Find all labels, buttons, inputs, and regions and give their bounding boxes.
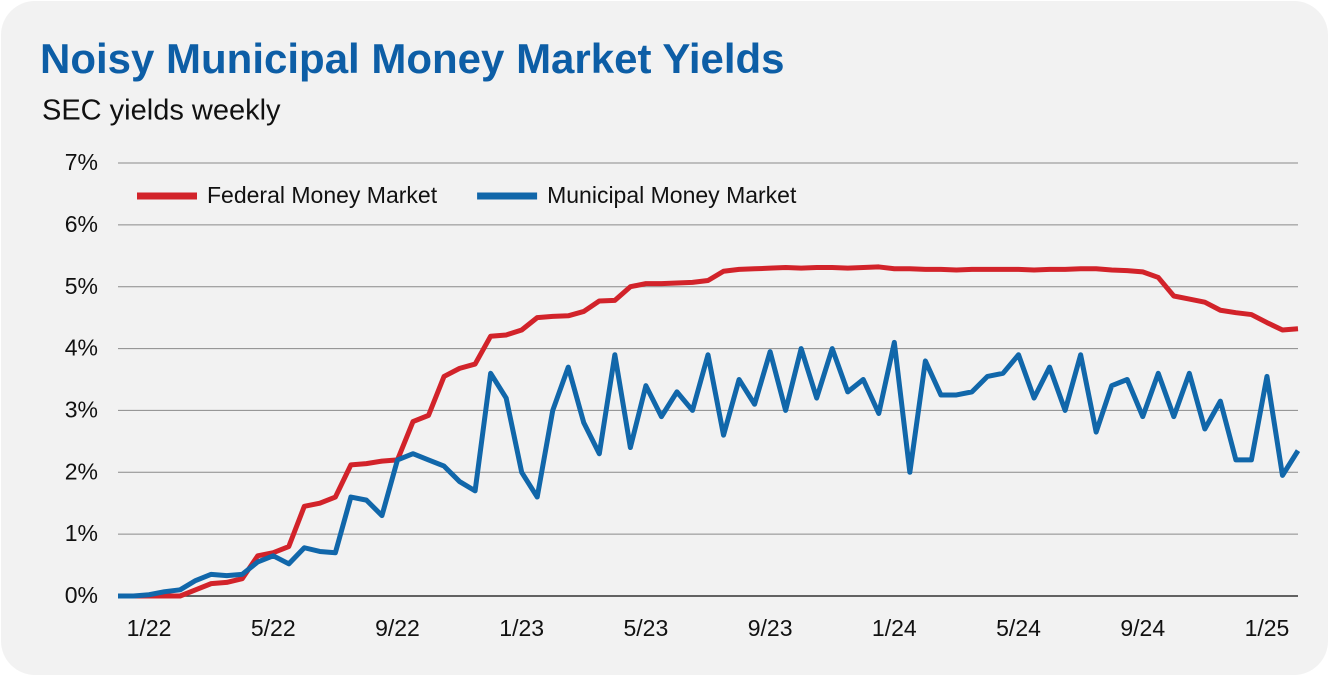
y-tick-label: 3% — [65, 397, 98, 423]
x-tick-label: 1/25 — [1245, 615, 1290, 641]
y-tick-label: 0% — [65, 582, 98, 608]
y-tick-label: 6% — [65, 211, 98, 237]
x-tick-label: 5/22 — [251, 615, 296, 641]
y-tick-label: 2% — [65, 458, 98, 484]
series-line — [118, 264, 1299, 599]
x-tick-label: 5/24 — [996, 615, 1041, 641]
y-tick-label: 7% — [65, 149, 98, 175]
x-tick-label: 1/24 — [872, 615, 917, 641]
x-tick-label: 5/23 — [624, 615, 669, 641]
legend-label: Municipal Money Market — [547, 182, 797, 208]
chart-subtitle: SEC yields weekly — [42, 95, 281, 127]
chart-title: Noisy Municipal Money Market Yields — [40, 35, 785, 82]
legend-label: Federal Money Market — [207, 182, 438, 208]
x-tick-label: 1/22 — [127, 615, 172, 641]
y-tick-label: 1% — [65, 520, 98, 546]
y-tick-label: 4% — [65, 335, 98, 361]
x-tick-label: 9/23 — [748, 615, 793, 641]
series-line — [118, 339, 1301, 599]
y-tick-label: 5% — [65, 273, 98, 299]
x-tick-label: 9/22 — [375, 615, 420, 641]
x-tick-label: 9/24 — [1120, 615, 1165, 641]
x-tick-label: 1/23 — [499, 615, 544, 641]
